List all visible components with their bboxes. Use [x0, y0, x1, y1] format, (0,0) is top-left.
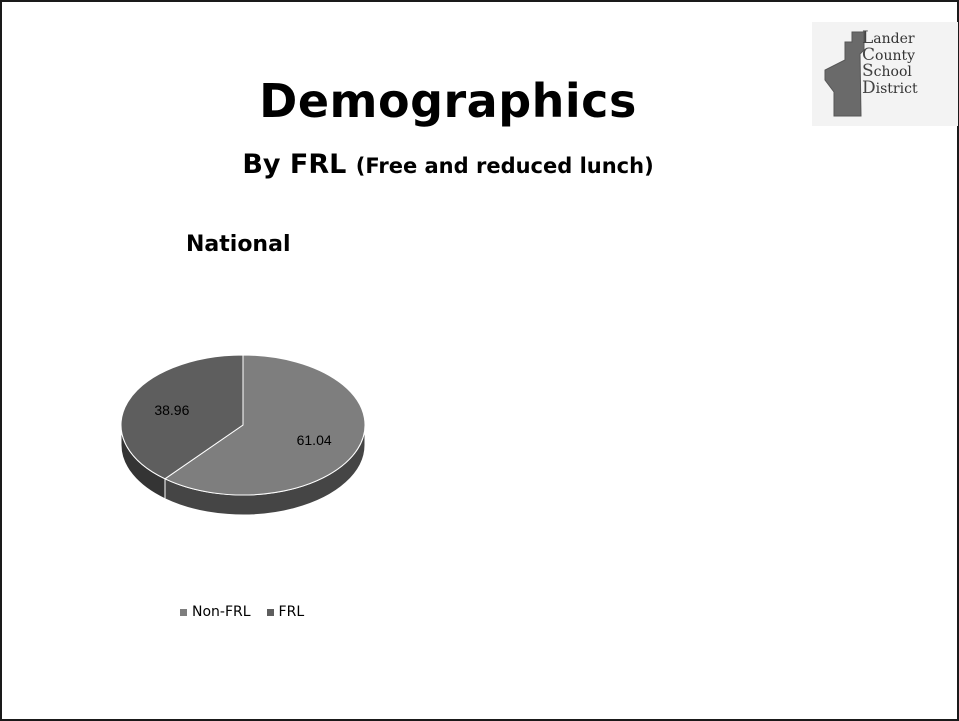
- district-logo: Lander County School District: [812, 22, 958, 126]
- pie-slice-non-frl: [164, 354, 366, 496]
- chart-title: National: [186, 232, 291, 257]
- pie-label-non-frl: 61.04: [297, 432, 332, 448]
- legend-label-non-frl: Non-FRL: [192, 604, 251, 620]
- subtitle-parenthetical: (Free and reduced lunch): [355, 154, 654, 178]
- legend-item-non-frl: Non-FRL: [180, 604, 251, 620]
- legend-swatch-frl: [266, 608, 274, 616]
- legend-swatch-non-frl: [180, 608, 187, 616]
- legend-label-frl: FRL: [278, 604, 305, 620]
- slide-title: Demographics: [259, 74, 637, 128]
- pie-chart: 61.04 38.96: [120, 354, 366, 516]
- nevada-state-outline-icon: [824, 31, 865, 117]
- pie-slice-frl: [120, 354, 244, 480]
- logo-text: Lander County School District: [862, 28, 918, 98]
- chart-legend: Non-FRL FRL: [180, 604, 304, 620]
- subtitle-main: By FRL: [242, 149, 347, 180]
- slide-subtitle: By FRL (Free and reduced lunch): [2, 149, 894, 180]
- legend-item-frl: FRL: [266, 604, 305, 620]
- pie-label-frl: 38.96: [154, 402, 189, 418]
